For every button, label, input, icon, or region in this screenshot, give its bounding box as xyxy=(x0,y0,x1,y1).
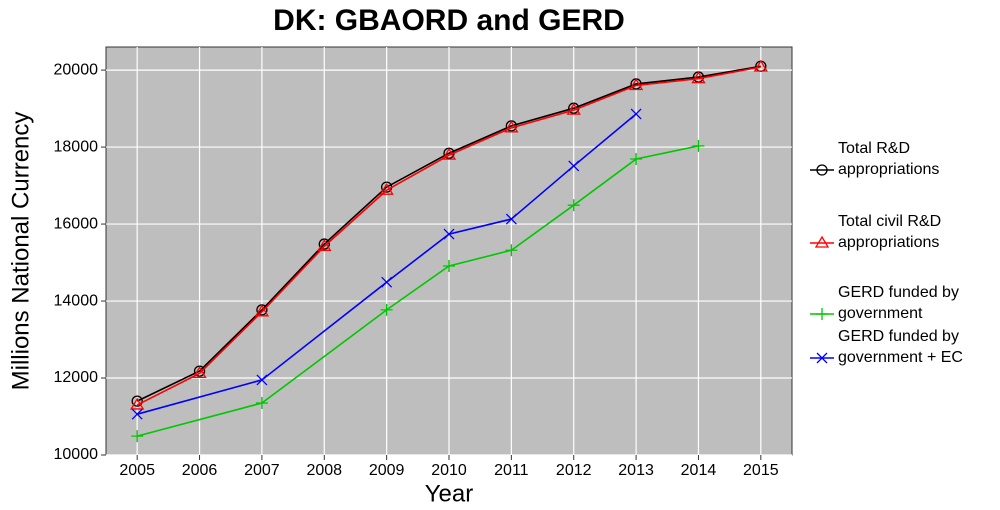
legend-label: GERD funded by government xyxy=(838,284,959,322)
x-tick-label: 2010 xyxy=(431,462,467,479)
legend-label: Total R&D appropriations xyxy=(838,140,940,178)
marker xyxy=(630,153,643,166)
series-line xyxy=(136,66,761,406)
marker xyxy=(380,303,393,316)
x-tick-label: 2006 xyxy=(182,462,218,479)
marker xyxy=(692,139,705,152)
x-axis-label: Year xyxy=(425,480,474,507)
marker xyxy=(630,108,642,120)
y-axis-label: Millions National Currency xyxy=(7,112,34,391)
y-tick-label: 12000 xyxy=(54,369,99,386)
marker xyxy=(816,352,828,364)
y-tick-label: 18000 xyxy=(54,138,99,155)
y-tick-label: 16000 xyxy=(54,215,99,232)
marker xyxy=(816,308,828,320)
marker xyxy=(628,78,644,91)
x-tick-label: 2012 xyxy=(556,462,592,479)
marker xyxy=(753,59,768,72)
legend-label: GERD funded by government + EC xyxy=(838,328,963,366)
marker xyxy=(567,199,580,212)
marker xyxy=(443,228,455,240)
series-line xyxy=(136,145,699,437)
marker xyxy=(566,102,581,115)
marker xyxy=(441,147,457,160)
marker xyxy=(379,182,394,195)
marker xyxy=(255,397,268,410)
x-tick-label: 2008 xyxy=(306,462,342,479)
marker xyxy=(256,374,268,386)
chart-title: DK: GBAORD and GERD xyxy=(273,4,625,37)
y-tick-label: 10000 xyxy=(54,446,99,463)
marker xyxy=(131,395,143,407)
marker xyxy=(505,213,517,225)
marker xyxy=(568,160,580,172)
x-tick-label: 2005 xyxy=(119,462,155,479)
x-tick-label: 2007 xyxy=(244,462,280,479)
marker xyxy=(504,120,519,133)
marker xyxy=(131,430,144,443)
marker xyxy=(443,260,455,273)
legend-label: Total civil R&D appropriations xyxy=(838,213,942,251)
marker xyxy=(131,408,143,420)
y-tick-label: 14000 xyxy=(54,292,99,309)
x-tick-label: 2015 xyxy=(743,462,779,479)
marker xyxy=(192,366,207,379)
x-tick-label: 2011 xyxy=(494,462,529,479)
marker xyxy=(505,244,518,257)
x-tick-label: 2014 xyxy=(681,462,717,479)
x-tick-label: 2009 xyxy=(369,462,405,479)
marker xyxy=(691,71,706,84)
marker xyxy=(130,397,145,410)
marker xyxy=(254,304,270,317)
marker xyxy=(193,365,206,377)
x-tick-label: 2013 xyxy=(618,462,654,479)
marker xyxy=(814,235,830,248)
y-tick-label: 20000 xyxy=(54,61,99,78)
marker xyxy=(816,164,828,176)
series-line xyxy=(136,65,761,402)
marker xyxy=(318,238,330,250)
marker xyxy=(317,239,332,252)
marker xyxy=(381,276,393,288)
